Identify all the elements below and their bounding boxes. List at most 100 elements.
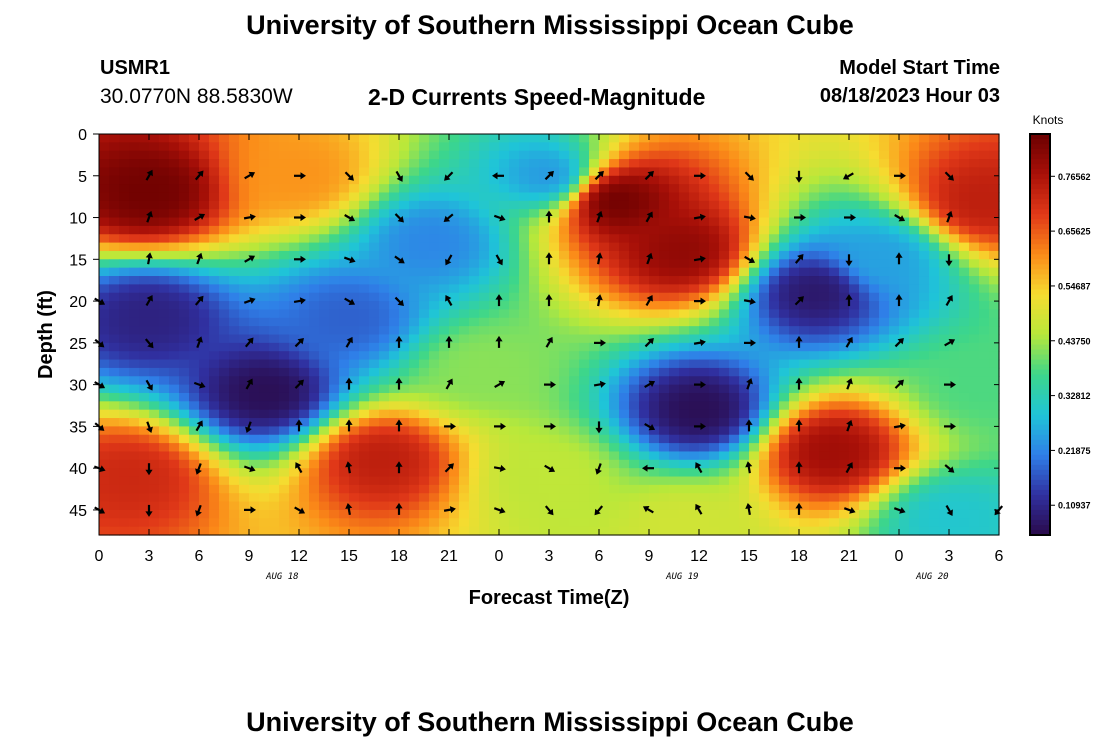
heatmap-cell [409, 326, 420, 336]
heatmap-cell [149, 175, 160, 185]
heatmap-cell [259, 334, 270, 344]
heatmap-cell [319, 159, 330, 169]
heatmap-cell [409, 142, 420, 152]
heatmap-cell [829, 234, 840, 244]
heatmap-cell [299, 484, 310, 494]
heatmap-cell [159, 209, 170, 219]
heatmap-cell [859, 242, 870, 252]
heatmap-cell [789, 192, 800, 202]
heatmap-cell [449, 284, 460, 294]
heatmap-cell [269, 493, 280, 503]
heatmap-cell [949, 192, 960, 202]
heatmap-cell [919, 284, 930, 294]
heatmap-cell [209, 184, 220, 194]
heatmap-cell [819, 376, 830, 386]
heatmap-cell [959, 509, 970, 519]
heatmap-cell [499, 242, 510, 252]
heatmap-cell [789, 167, 800, 177]
heatmap-cell [889, 276, 900, 285]
heatmap-cell [319, 259, 330, 269]
heatmap-cell [529, 476, 540, 486]
heatmap-cell [849, 259, 860, 269]
heatmap-cell [219, 484, 230, 494]
current-arrow [395, 377, 403, 390]
heatmap-cell [639, 526, 650, 536]
heatmap-cell [869, 392, 880, 402]
heatmap-cell [819, 367, 830, 377]
heatmap-cell [329, 159, 340, 169]
heatmap-cell [109, 142, 120, 152]
heatmap-cell [249, 342, 260, 352]
heatmap-cell [299, 259, 310, 269]
heatmap-cell [459, 167, 470, 177]
heatmap-cell [509, 418, 520, 427]
heatmap-cell [189, 334, 200, 344]
heatmap-cell [619, 142, 630, 152]
colorbar-tick-label: 0.43750 [1058, 336, 1091, 346]
heatmap-cell [179, 259, 190, 269]
heatmap-cell [149, 276, 160, 285]
heatmap-cell [759, 142, 770, 152]
heatmap-cell [559, 401, 570, 411]
heatmap-cell [579, 367, 590, 377]
heatmap-cell [329, 167, 340, 177]
heatmap-cell [969, 476, 980, 486]
heatmap-cell [649, 484, 660, 494]
current-arrow [743, 297, 756, 305]
heatmap-cell [299, 359, 310, 369]
heatmap-cell [559, 242, 570, 252]
heatmap-cell [479, 167, 490, 177]
heatmap-cell [179, 301, 190, 311]
heatmap-cell [749, 484, 760, 494]
heatmap-cell [769, 184, 780, 194]
heatmap-cell [819, 351, 830, 361]
heatmap-cell [589, 175, 600, 185]
heatmap-cell [559, 451, 570, 461]
heatmap-cell [279, 367, 290, 377]
heatmap-cell [729, 484, 740, 494]
heatmap-cell [109, 351, 120, 361]
heatmap-cell [439, 342, 450, 352]
heatmap-cell [509, 317, 520, 327]
heatmap-cell [499, 284, 510, 294]
heatmap-cell [799, 451, 810, 461]
heatmap-cell [719, 217, 730, 227]
heatmap-cell [429, 200, 440, 210]
heatmap-cell [709, 409, 720, 419]
heatmap-cell [899, 309, 910, 319]
heatmap-cell [109, 476, 120, 486]
heatmap-cell [289, 443, 300, 453]
heatmap-cell [349, 468, 360, 478]
heatmap-cell [679, 326, 690, 336]
heatmap-cell [559, 159, 570, 169]
heatmap-cell [849, 209, 860, 219]
heatmap-cell [309, 501, 320, 511]
current-arrow [745, 419, 753, 432]
heatmap-cell [749, 309, 760, 319]
heatmap-cell [109, 409, 120, 419]
heatmap-cell [979, 392, 990, 402]
heatmap-cell [869, 150, 880, 160]
heatmap-cell [749, 418, 760, 427]
heatmap-cell [339, 167, 350, 177]
heatmap-cell [119, 284, 130, 294]
heatmap-cell [539, 150, 550, 160]
heatmap-cell [479, 518, 490, 528]
heatmap-cell [459, 468, 470, 478]
heatmap-cell [369, 217, 380, 227]
heatmap-cell [159, 326, 170, 336]
heatmap-cell [139, 326, 150, 336]
current-arrow [644, 380, 656, 389]
current-arrow [145, 463, 153, 476]
heatmap-cell [429, 159, 440, 169]
heatmap-cell [729, 434, 740, 444]
heatmap-cell [219, 317, 230, 327]
heatmap-cell [799, 192, 810, 202]
heatmap-cell [369, 167, 380, 177]
heatmap-cell [149, 267, 160, 277]
heatmap-cell [779, 292, 790, 302]
heatmap-cell [389, 459, 400, 469]
heatmap-cell [559, 384, 570, 394]
heatmap-cell [629, 342, 640, 352]
current-arrow [593, 380, 606, 388]
